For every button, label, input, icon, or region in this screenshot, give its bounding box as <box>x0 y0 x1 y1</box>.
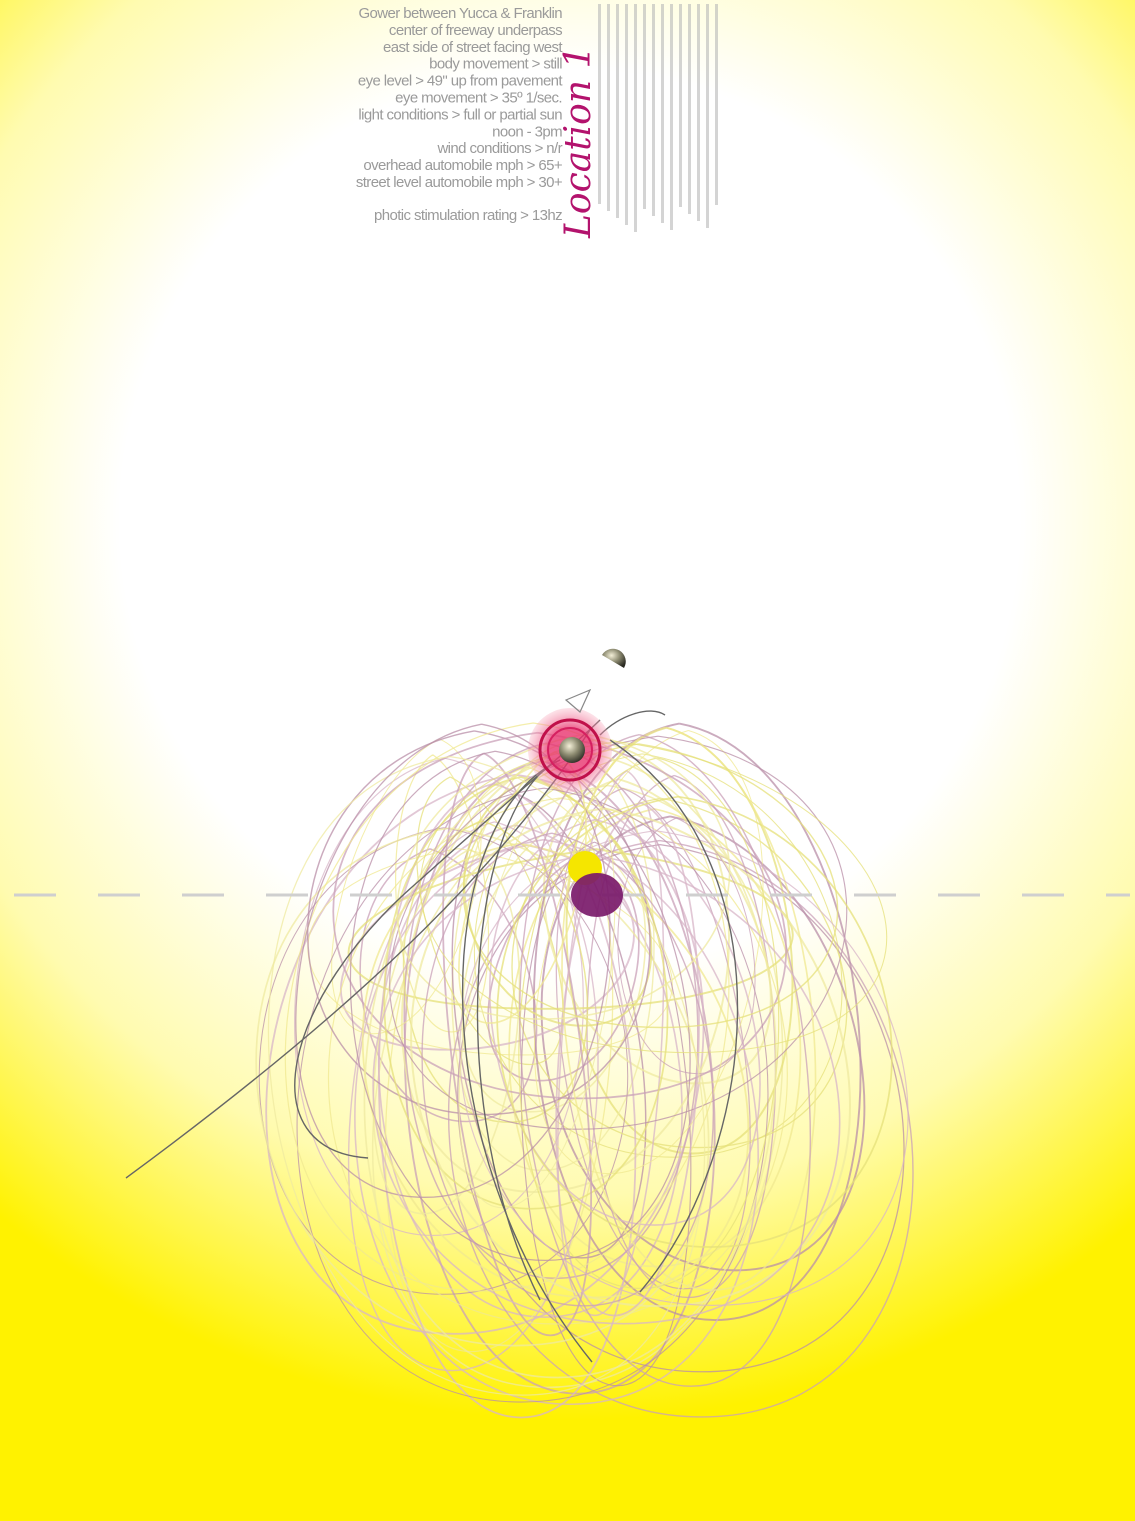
info-line: noon - 3pm <box>492 123 562 140</box>
address-column <box>607 4 610 211</box>
address-column <box>706 4 709 228</box>
artwork: Gower between Yucca & Franklincenter of … <box>0 0 1135 1521</box>
info-line: Gower between Yucca & Franklin <box>358 5 562 22</box>
info-line: overhead automobile mph > 65+ <box>363 157 562 174</box>
address-column <box>688 4 691 214</box>
address-column <box>616 4 619 218</box>
info-line: street level automobile mph > 30+ <box>356 174 563 191</box>
address-column <box>625 4 628 225</box>
info-line: center of freeway underpass <box>389 22 562 39</box>
sphere <box>559 737 585 763</box>
address-column <box>697 4 700 221</box>
rating-line: photic stimulation rating > 13hz <box>374 207 562 224</box>
info-line: eye movement > 35º 1/sec. <box>395 90 562 107</box>
address-column <box>679 4 682 207</box>
info-line: east side of street facing west <box>383 39 563 56</box>
address-column <box>634 4 637 232</box>
address-column <box>670 4 673 230</box>
info-line: eye level > 49" up from pavement <box>358 73 564 90</box>
address-column <box>715 4 718 205</box>
info-line: body movement > still <box>429 56 562 73</box>
info-line: wind conditions > n/r <box>436 140 562 157</box>
purple-dot <box>571 873 623 917</box>
title: Location 1 <box>558 46 599 239</box>
address-column <box>652 4 655 216</box>
address-column <box>661 4 664 223</box>
info-line: light conditions > full or partial sun <box>358 106 562 123</box>
page: Gower between Yucca & Franklincenter of … <box>0 0 1135 1521</box>
address-column <box>643 4 646 209</box>
